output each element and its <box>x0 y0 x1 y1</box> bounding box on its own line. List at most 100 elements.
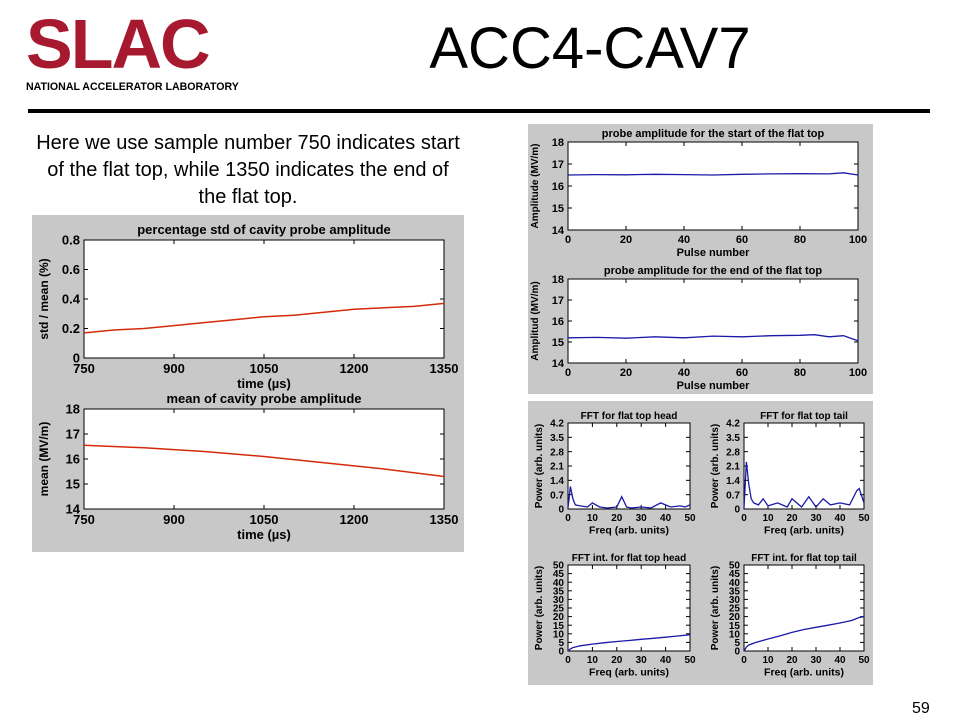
plot-area <box>567 278 859 364</box>
y-tick-label: 16 <box>552 316 564 328</box>
figure-left: percentage std of cavity probe amplitude… <box>32 215 464 552</box>
x-tick-label: 0 <box>565 655 571 666</box>
y-tick-label: 17 <box>552 159 564 171</box>
figure-right-top: probe amplitude for the start of the fla… <box>528 124 873 394</box>
x-tick-label: 80 <box>794 234 806 246</box>
page-number: 59 <box>912 700 930 717</box>
x-tick-label: 20 <box>786 655 798 666</box>
y-tick-label: 10 <box>729 629 741 640</box>
chart-title: FFT int. for flat top tail <box>751 553 857 564</box>
y-tick-label: 4.2 <box>726 419 740 430</box>
x-tick-label: 50 <box>858 655 870 666</box>
plot-area <box>567 564 691 652</box>
y-tick-label: 14 <box>552 225 565 237</box>
y-tick-label: 30 <box>729 595 741 606</box>
x-tick-label: 50 <box>684 655 696 666</box>
plot-area <box>83 239 445 359</box>
x-tick-label: 0 <box>741 655 747 666</box>
y-axis-label: mean (MV/m) <box>37 422 51 497</box>
y-tick-label: 35 <box>553 586 565 597</box>
x-tick-label: 0 <box>741 513 747 524</box>
slac-logo: SLAC NATIONAL ACCELERATOR LABORATORY <box>26 6 239 93</box>
y-tick-label: 45 <box>553 569 565 580</box>
series-line <box>567 486 691 509</box>
x-tick-label: 100 <box>849 367 867 379</box>
x-tick-label: 40 <box>834 513 846 524</box>
chart-fft_tail: FFT for flat top tail 0 10 20 30 40 50 0 0.7 1.4 2… <box>710 411 870 537</box>
x-axis-label: Pulse number <box>677 247 750 259</box>
y-tick-label: 5 <box>558 638 564 649</box>
x-tick-label: 0 <box>565 367 571 379</box>
y-tick-label: 0 <box>558 647 564 658</box>
x-tick-label: 20 <box>786 513 798 524</box>
plot-area <box>743 564 865 652</box>
x-tick-label: 1350 <box>430 361 459 376</box>
x-tick-label: 20 <box>620 367 632 379</box>
y-tick-label: 25 <box>553 604 565 615</box>
y-tick-label: 20 <box>553 612 565 623</box>
x-tick-label: 1050 <box>250 361 279 376</box>
y-tick-label: 45 <box>729 569 741 580</box>
y-axis-label: Power (arb. units) <box>534 424 545 508</box>
x-tick-label: 750 <box>73 512 95 527</box>
y-tick-label: 2.8 <box>550 447 564 458</box>
plot-area <box>567 422 691 510</box>
y-tick-label: 17 <box>552 295 564 307</box>
y-tick-label: 35 <box>729 586 741 597</box>
y-tick-label: 0.2 <box>62 321 80 336</box>
plot-area <box>567 141 859 231</box>
x-tick-label: 100 <box>849 234 867 246</box>
x-tick-label: 900 <box>163 361 185 376</box>
x-tick-label: 50 <box>858 513 870 524</box>
y-tick-label: 0.7 <box>550 490 564 501</box>
x-tick-label: 60 <box>736 367 748 379</box>
y-tick-label: 40 <box>553 578 565 589</box>
y-tick-label: 4.2 <box>550 419 564 430</box>
chart-title: probe amplitude for the end of the flat … <box>604 265 822 277</box>
y-tick-label: 10 <box>553 629 565 640</box>
y-tick-label: 40 <box>729 578 741 589</box>
x-axis-label: Pulse number <box>677 380 750 392</box>
title-divider <box>28 109 930 113</box>
y-tick-label: 3.5 <box>726 433 740 444</box>
series-line <box>743 615 865 652</box>
y-tick-label: 0.4 <box>62 292 81 307</box>
x-tick-label: 40 <box>678 234 690 246</box>
x-tick-label: 1200 <box>340 361 369 376</box>
x-tick-label: 80 <box>794 367 806 379</box>
x-tick-label: 0 <box>565 234 571 246</box>
intro-text: Here we use sample number 750 indicates … <box>36 132 460 208</box>
x-tick-label: 20 <box>611 655 623 666</box>
x-axis-label: time (µs) <box>237 527 291 542</box>
y-tick-label: 0 <box>734 647 740 658</box>
y-axis-label: Power (arb. units) <box>710 566 721 650</box>
x-tick-label: 40 <box>678 367 690 379</box>
y-tick-label: 1.4 <box>550 476 564 487</box>
chart-title: mean of cavity probe amplitude <box>166 391 361 406</box>
y-tick-label: 16 <box>66 452 80 467</box>
y-tick-label: 15 <box>553 621 565 632</box>
y-tick-label: 15 <box>552 337 564 349</box>
y-tick-label: 18 <box>552 274 564 286</box>
y-tick-label: 14 <box>66 502 81 517</box>
y-tick-label: 2.1 <box>550 462 564 473</box>
chart-title: FFT for flat top head <box>581 411 678 422</box>
x-tick-label: 30 <box>810 513 822 524</box>
y-tick-label: 0 <box>558 505 564 516</box>
y-tick-label: 16 <box>552 181 564 193</box>
y-tick-label: 5 <box>734 638 740 649</box>
x-tick-label: 60 <box>736 234 748 246</box>
chart-pct_std: percentage std of cavity probe amplitude… <box>37 222 458 391</box>
x-tick-label: 30 <box>810 655 822 666</box>
x-tick-label: 750 <box>73 361 95 376</box>
y-tick-label: 15 <box>552 203 564 215</box>
chart-title: probe amplitude for the start of the fla… <box>602 128 825 140</box>
y-tick-label: 30 <box>553 595 565 606</box>
y-axis-label: Power (arb. units) <box>710 424 721 508</box>
slide-title: ACC4-CAV7 <box>429 16 751 81</box>
chart-probe_start: probe amplitude for the start of the fla… <box>530 128 867 259</box>
x-tick-label: 20 <box>611 513 623 524</box>
x-axis-label: Freq (arb. units) <box>589 525 669 537</box>
